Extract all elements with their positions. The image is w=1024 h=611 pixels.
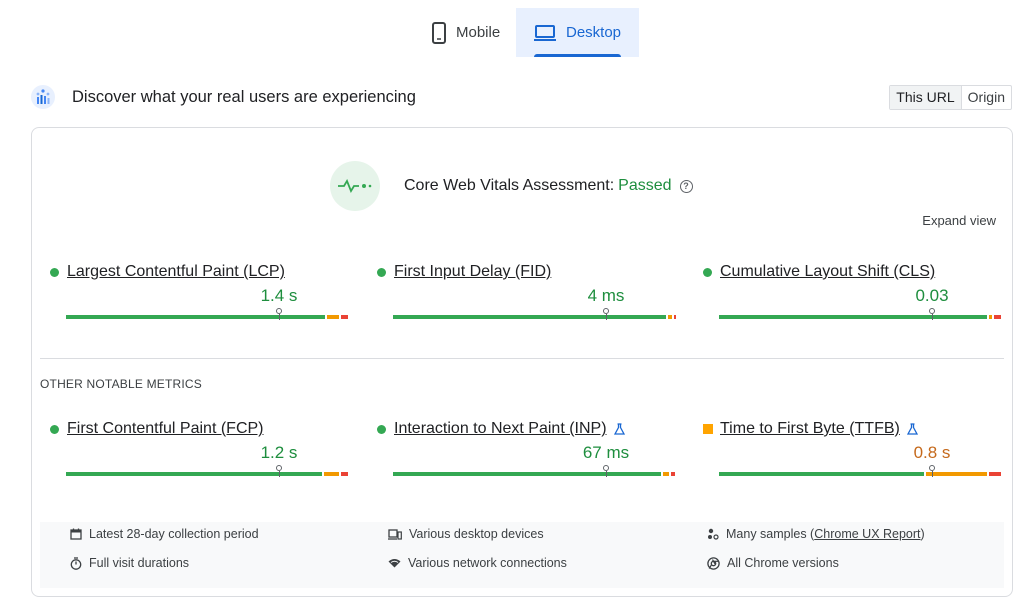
crux-logo-icon [31,85,55,109]
distribution-bar [393,465,677,477]
p75-marker [603,308,609,320]
metric-name-link[interactable]: Largest Contentful Paint (LCP) [67,263,285,280]
help-icon[interactable]: ? [679,179,693,193]
other-metrics-heading: OTHER NOTABLE METRICS [40,377,202,391]
metric-fcp: First Contentful Paint (FCP) 1.2 s [50,420,350,477]
segment-needs-improvement [668,315,673,319]
wifi-icon [388,559,401,568]
chrome-versions: All Chrome versions [707,556,839,570]
p75-marker [276,308,282,320]
vitals-pulse-icon [330,161,380,211]
device-types: Various desktop devices [388,527,544,541]
status-dot [703,267,712,277]
device-tabs: Mobile Desktop [414,8,639,57]
metric-lcp: Largest Contentful Paint (LCP) 1.4 s [50,263,350,320]
segment-needs-improvement [662,472,670,476]
network-types: Various network connections [388,556,567,570]
segment-needs-improvement [324,472,340,476]
metric-cls: Cumulative Layout Shift (CLS) 0.03 [703,263,1003,320]
segment-needs-improvement [926,472,987,476]
chrome-icon [707,556,720,570]
timer-icon [70,556,82,570]
field-data-header: Discover what your real users are experi… [31,84,1012,110]
segment-poor [341,315,348,319]
assessment-label: Core Web Vitals Assessment: [404,177,615,194]
status-dot [377,267,386,277]
segment-good [66,315,326,319]
metric-value: 1.4 s [260,286,298,305]
segment-poor [674,315,677,319]
tab-desktop[interactable]: Desktop [516,8,639,57]
metric-value: 0.03 [915,286,949,305]
chrome-ux-report-link[interactable]: Chrome UX Report [814,527,921,541]
samples-icon [708,528,719,540]
metric-fid: First Input Delay (FID) 4 ms [377,263,677,320]
segment-good [719,472,925,476]
status-dot [50,424,59,434]
status-dot [50,267,59,277]
p75-marker [603,465,609,477]
p75-marker [276,465,282,477]
metric-value: 67 ms [582,443,630,462]
collection-period: Latest 28-day collection period [70,527,259,541]
metric-ttfb: Time to First Byte (TTFB) 0.8 s [703,420,1003,477]
segment-good [393,315,667,319]
cwv-assessment: Core Web Vitals Assessment: Passed ? [330,161,693,211]
segment-good [393,472,661,476]
field-data-card: Core Web Vitals Assessment: Passed ? Exp… [31,127,1013,597]
expand-view-button[interactable]: Expand view [922,213,996,228]
metric-name-link[interactable]: First Contentful Paint (FCP) [67,420,264,437]
segment-needs-improvement [327,315,340,319]
segment-good [66,472,323,476]
distribution-bar [719,308,1003,320]
active-tab-indicator [534,54,621,57]
metric-value: 4 ms [587,286,625,305]
p75-marker [929,308,935,320]
segment-poor [988,472,1001,476]
visit-durations: Full visit durations [70,556,189,570]
segment-poor [341,472,348,476]
metric-name-link[interactable]: Interaction to Next Paint (INP) [394,420,607,437]
devices-icon [388,528,402,540]
scope-this-url-button[interactable]: This URL [890,85,962,109]
phone-icon [432,21,446,44]
distribution-bar [66,465,350,477]
metric-value: 0.8 s [913,443,951,462]
distribution-bar [66,308,350,320]
distribution-bar [393,308,677,320]
status-square [703,424,713,434]
tab-mobile[interactable]: Mobile [414,8,516,57]
metric-name-link[interactable]: Time to First Byte (TTFB) [720,420,900,437]
segment-needs-improvement [988,315,993,319]
laptop-icon [534,24,556,41]
metric-value: 1.2 s [260,443,298,462]
scope-toggle: This URL Origin [889,84,1012,110]
tab-desktop-label: Desktop [566,24,622,41]
flask-icon [906,423,918,435]
section-divider [40,358,1004,359]
flask-icon [613,423,625,435]
segment-poor [671,472,675,476]
calendar-icon [70,528,82,540]
assessment-status: Passed [618,177,672,194]
segment-good [719,315,987,319]
section-title: Discover what your real users are experi… [72,87,416,106]
scope-origin-button[interactable]: Origin [967,89,1005,105]
distribution-bar [719,465,1003,477]
metric-inp: Interaction to Next Paint (INP) 67 ms [377,420,677,477]
tab-mobile-label: Mobile [456,24,501,41]
status-dot [377,424,386,434]
metric-name-link[interactable]: Cumulative Layout Shift (CLS) [720,263,936,280]
data-footer: Latest 28-day collection period Full vis… [40,522,1004,588]
sample-source: Many samples (Chrome UX Report) [707,527,925,541]
segment-poor [994,315,1001,319]
p75-marker [929,465,935,477]
metric-name-link[interactable]: First Input Delay (FID) [394,263,552,280]
